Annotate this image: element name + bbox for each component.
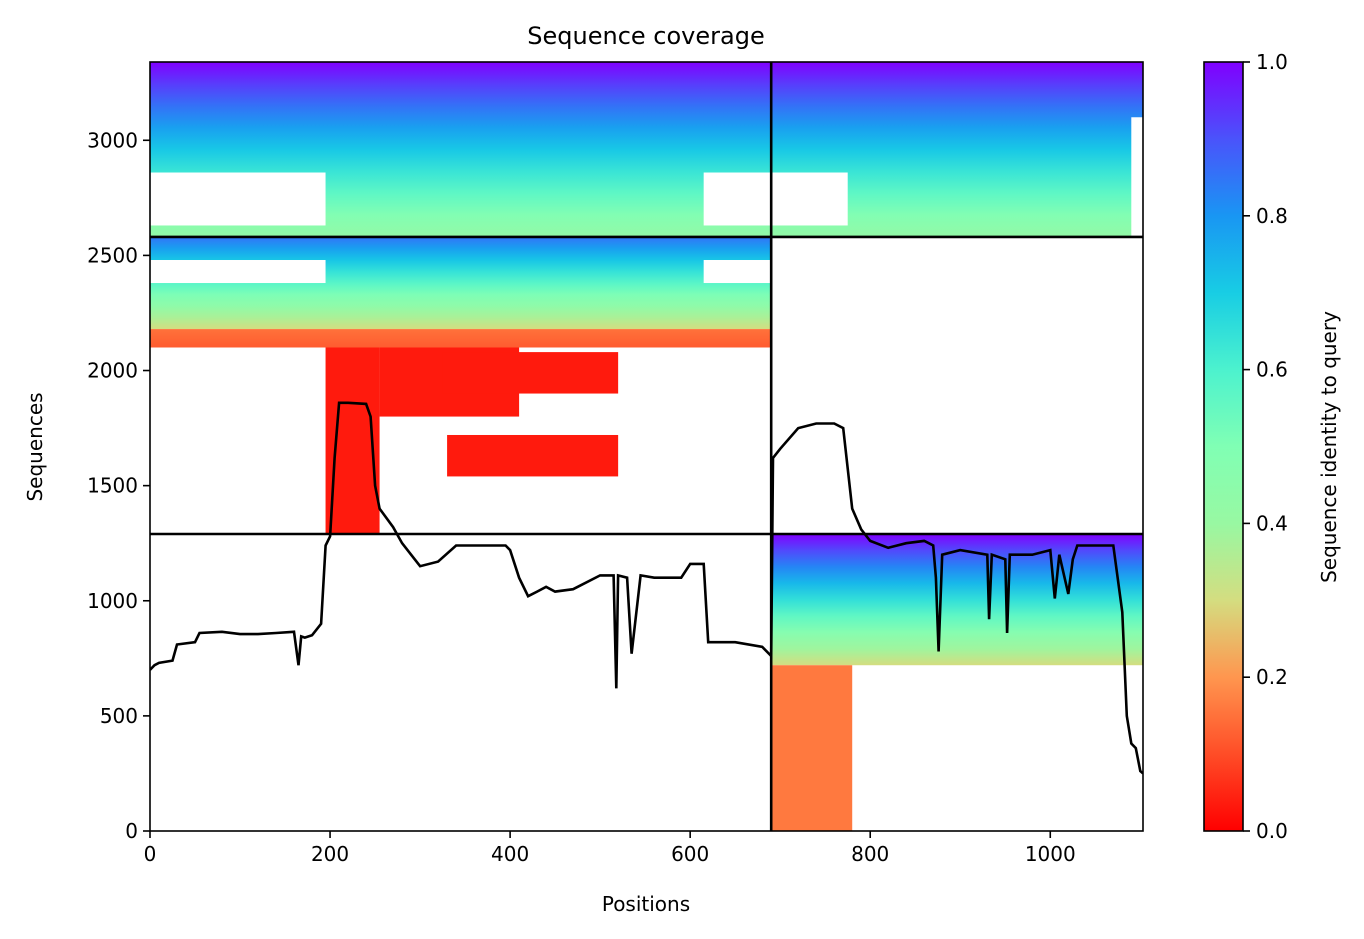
coverage-line — [150, 401, 1143, 775]
x-tick-label: 800 — [851, 842, 889, 866]
coverage-gap — [150, 260, 326, 284]
y-tick-label: 0 — [125, 819, 138, 843]
low-identity-blocks — [325, 347, 619, 534]
x-tick-label: 200 — [311, 842, 349, 866]
y-axis: 0 500 1000 1500 2000 2500 3000 — [87, 128, 150, 843]
colorbar-tick-label: 0.4 — [1256, 511, 1288, 535]
y-tick-label: 1000 — [87, 589, 138, 613]
y-tick-label: 2500 — [87, 243, 138, 267]
colorbar-tick-label: 0.0 — [1256, 819, 1288, 843]
low-identity-block — [442, 352, 619, 394]
colorbar-tick-label: 1.0 — [1256, 50, 1288, 74]
y-tick-label: 2000 — [87, 359, 138, 383]
colorbar-tick-label: 0.2 — [1256, 665, 1288, 689]
coverage-gap — [771, 172, 848, 226]
x-tick-label: 1000 — [1025, 842, 1076, 866]
plot-area — [150, 62, 1143, 831]
coverage-gap — [1131, 117, 1143, 237]
x-tick-label: 0 — [144, 842, 157, 866]
x-axis: 0 200 400 600 800 1000 — [144, 831, 1076, 866]
low-identity-block — [325, 347, 380, 534]
y-tick-label: 1500 — [87, 474, 138, 498]
coverage-block — [150, 329, 772, 348]
colorbar-axis: 0.0 0.2 0.4 0.6 0.8 1.0 — [1243, 50, 1288, 843]
coverage-blocks — [150, 62, 1143, 831]
y-tick-label: 500 — [100, 704, 138, 728]
plot-frame — [149, 61, 1144, 832]
low-identity-block — [447, 434, 619, 477]
colorbar-label: Sequence identity to query — [1317, 311, 1341, 583]
x-axis-label: Positions — [602, 892, 690, 916]
x-tick-label: 400 — [491, 842, 529, 866]
colorbar-tick-label: 0.6 — [1256, 358, 1288, 382]
coverage-block — [771, 533, 1143, 666]
y-tick-label: 3000 — [87, 128, 138, 152]
y-axis-label: Sequences — [23, 392, 47, 501]
chart-title: Sequence coverage — [527, 22, 764, 50]
coverage-gap — [703, 172, 772, 226]
coverage-gap — [703, 260, 772, 284]
coverage-block — [771, 665, 853, 831]
colorbar — [1203, 61, 1244, 832]
colorbar-tick-label: 0.8 — [1256, 204, 1288, 228]
x-tick-label: 600 — [671, 842, 709, 866]
coverage-gap — [150, 172, 326, 226]
chain-boundaries — [150, 62, 1143, 831]
